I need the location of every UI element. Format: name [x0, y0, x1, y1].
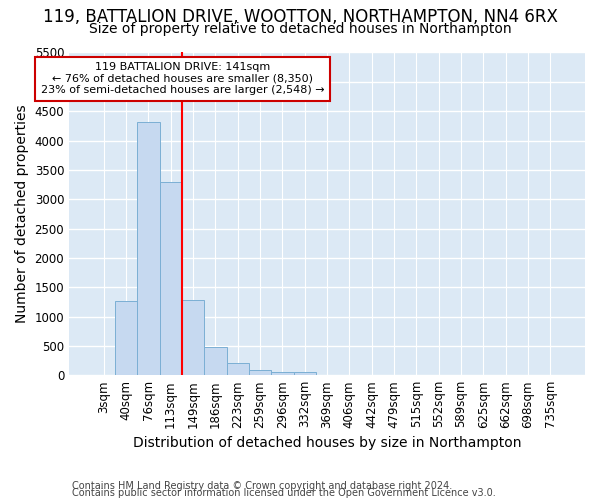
Bar — [204, 347, 227, 375]
Bar — [249, 370, 271, 375]
Text: 119 BATTALION DRIVE: 141sqm
← 76% of detached houses are smaller (8,350)
23% of : 119 BATTALION DRIVE: 141sqm ← 76% of det… — [41, 62, 325, 96]
Bar — [271, 372, 293, 375]
Bar — [293, 372, 316, 375]
Bar — [160, 182, 182, 375]
Text: Contains public sector information licensed under the Open Government Licence v3: Contains public sector information licen… — [72, 488, 496, 498]
Bar — [137, 122, 160, 375]
X-axis label: Distribution of detached houses by size in Northampton: Distribution of detached houses by size … — [133, 436, 521, 450]
Bar — [182, 300, 204, 375]
Bar — [115, 302, 137, 375]
Bar — [227, 363, 249, 375]
Text: Size of property relative to detached houses in Northampton: Size of property relative to detached ho… — [89, 22, 511, 36]
Text: 119, BATTALION DRIVE, WOOTTON, NORTHAMPTON, NN4 6RX: 119, BATTALION DRIVE, WOOTTON, NORTHAMPT… — [43, 8, 557, 26]
Text: Contains HM Land Registry data © Crown copyright and database right 2024.: Contains HM Land Registry data © Crown c… — [72, 481, 452, 491]
Y-axis label: Number of detached properties: Number of detached properties — [15, 104, 29, 323]
